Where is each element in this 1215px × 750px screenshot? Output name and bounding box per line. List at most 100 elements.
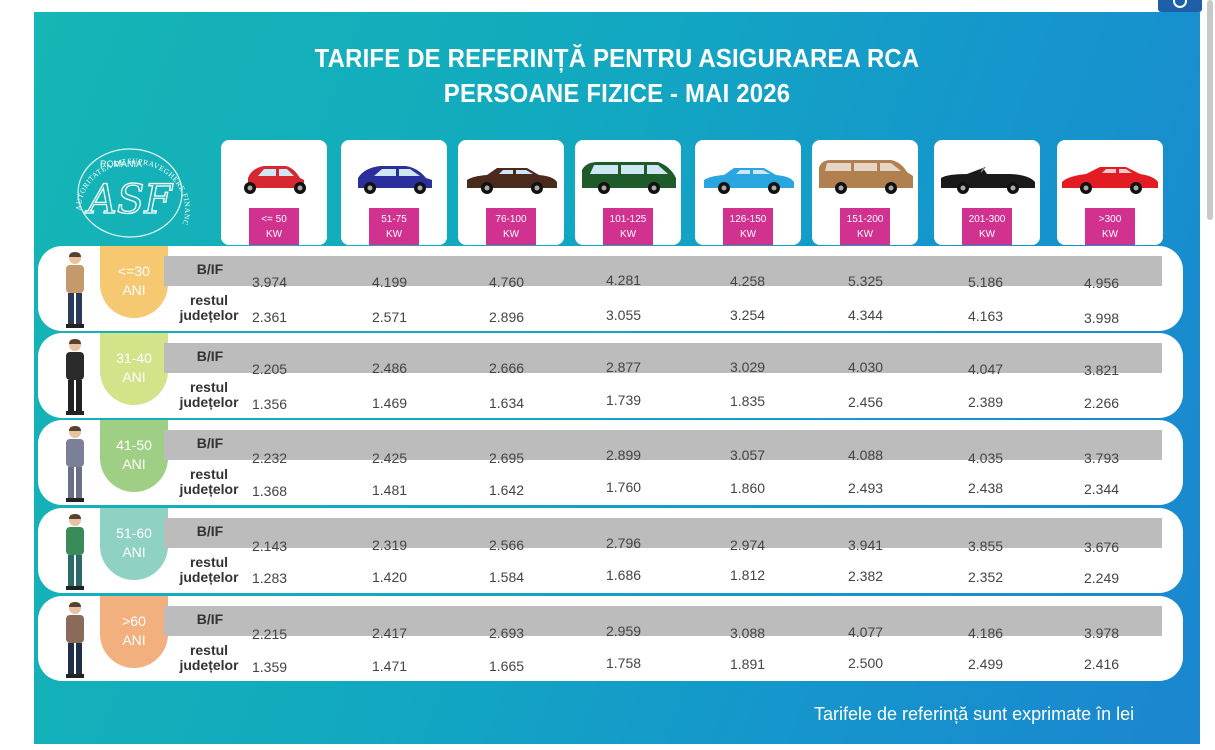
bif-value: 4.088 [848,447,884,463]
rest-value: 2.493 [848,480,884,496]
rest-value: 2.382 [848,568,884,584]
bif-value: 2.486 [372,360,408,376]
bif-value: 4.047 [968,361,1004,377]
rest-value: 1.359 [252,659,288,675]
car-icon [704,168,794,194]
bif-bar [164,606,1162,636]
person-icon [60,424,90,502]
corner-button[interactable] [1158,0,1202,12]
rest-value: 4.163 [968,308,1004,324]
rest-value: 1.860 [730,480,766,496]
kw-tag: 126-150 KW [723,208,773,245]
rest-value: 1.812 [730,567,766,583]
bif-value: 2.796 [606,535,642,551]
bif-value: 3.057 [730,447,766,463]
person-icon [60,512,90,590]
age-range: 51-60 [116,525,152,541]
bif-value: 2.319 [372,537,408,553]
bif-value: 3.029 [730,359,766,375]
bif-value: 2.693 [489,625,525,641]
asf-logo: AUTORITATEA DE SUPRAVEGHERE FINANCIARĂ R… [51,130,206,247]
person-figure [66,514,84,590]
kw-tag: 101-125 KW [603,208,653,245]
rest-value: 1.584 [489,569,525,585]
label-rest: restul județelor [168,555,250,585]
rest-value: 1.665 [489,658,525,674]
label-rest-line1: restul [189,466,229,482]
kw-tag: 151-200 KW [840,208,890,245]
rest-value: 2.344 [1084,481,1120,497]
person-figure [66,426,84,502]
bif-value: 3.978 [1084,625,1120,641]
bif-value: 4.186 [968,625,1004,641]
rest-value: 1.758 [606,655,642,671]
bif-value: 4.956 [1084,275,1120,291]
rest-value: 1.420 [372,569,408,585]
bif-value: 2.215 [252,626,288,642]
rest-value: 2.266 [1084,395,1120,411]
kw-range: >300 [1098,214,1122,225]
label-rest-line1: restul [189,292,229,308]
bif-bar [164,430,1162,460]
car-icon [244,166,306,194]
bif-value: 4.035 [968,450,1004,466]
label-rest-line2: județelor [179,657,239,673]
kw-tag: >300 KW [1085,208,1135,245]
power-class-card: 76-100 KW [458,140,564,245]
rest-value: 2.361 [252,309,288,325]
bif-value: 3.793 [1084,450,1120,466]
car-icon [358,166,432,194]
kw-range: 126-150 [729,214,767,225]
age-badge: 51-60 ANI [100,508,168,580]
rest-value: 1.356 [252,396,288,412]
scrollbar-thumb[interactable] [1207,0,1213,220]
kw-range: 201-300 [968,214,1006,225]
bif-value: 3.855 [968,538,1004,554]
rest-value: 1.634 [489,395,525,411]
rest-value: 4.344 [848,307,884,323]
kw-tag: <= 50 KW [249,208,299,245]
age-badge: <=30 ANI [100,246,168,318]
bif-value: 2.695 [489,450,525,466]
rest-value: 1.368 [252,483,288,499]
bif-value: 2.877 [606,359,642,375]
bif-bar [164,518,1162,548]
age-badge: 41-50 ANI [100,420,168,492]
bif-value: 3.974 [252,274,288,290]
rest-value: 1.283 [252,570,288,586]
car-icon [1062,167,1158,194]
age-badge: 31-40 ANI [100,333,168,405]
bif-value: 4.258 [730,273,766,289]
age-group-row: 51-60 ANI B/IF restul județelor 2.143 2.319 2.5… [38,508,1183,593]
kw-range: 101-125 [609,214,647,225]
label-bif: B/IF [196,348,224,364]
bif-value: 2.566 [489,537,525,553]
poster-title: TARIFE DE REFERINȚĂ PENTRU ASIGURAREA RC… [314,43,920,73]
bif-value: 3.821 [1084,362,1120,378]
label-rest: restul județelor [168,467,250,497]
bif-value: 4.030 [848,359,884,375]
bif-value: 3.941 [848,537,884,553]
label-rest-line2: județelor [179,394,239,410]
bif-value: 3.088 [730,625,766,641]
power-class-card: <= 50 KW [221,140,327,245]
bif-value: 4.281 [606,272,642,288]
power-class-card: 151-200 KW [812,140,918,245]
kw-unit: KW [978,229,996,240]
bif-value: 2.899 [606,447,642,463]
bif-value: 4.077 [848,624,884,640]
rest-value: 2.249 [1084,570,1120,586]
scrollbar[interactable] [1205,0,1215,750]
car-icon [941,166,1035,194]
label-rest: restul județelor [168,380,250,410]
person-icon [60,600,90,678]
age-range: <=30 [118,263,150,279]
car-icon [582,162,676,194]
label-bif: B/IF [196,261,224,277]
person-figure [66,602,84,678]
age-badge: >60 ANI [100,596,168,668]
tariff-poster: TARIFE DE REFERINȚĂ PENTRU ASIGURAREA RC… [34,12,1200,744]
label-bif: B/IF [196,611,224,627]
person-figure [66,252,84,328]
age-group-row: <=30 ANI B/IF restul județelor 3.974 4.199 4.76… [38,246,1183,331]
